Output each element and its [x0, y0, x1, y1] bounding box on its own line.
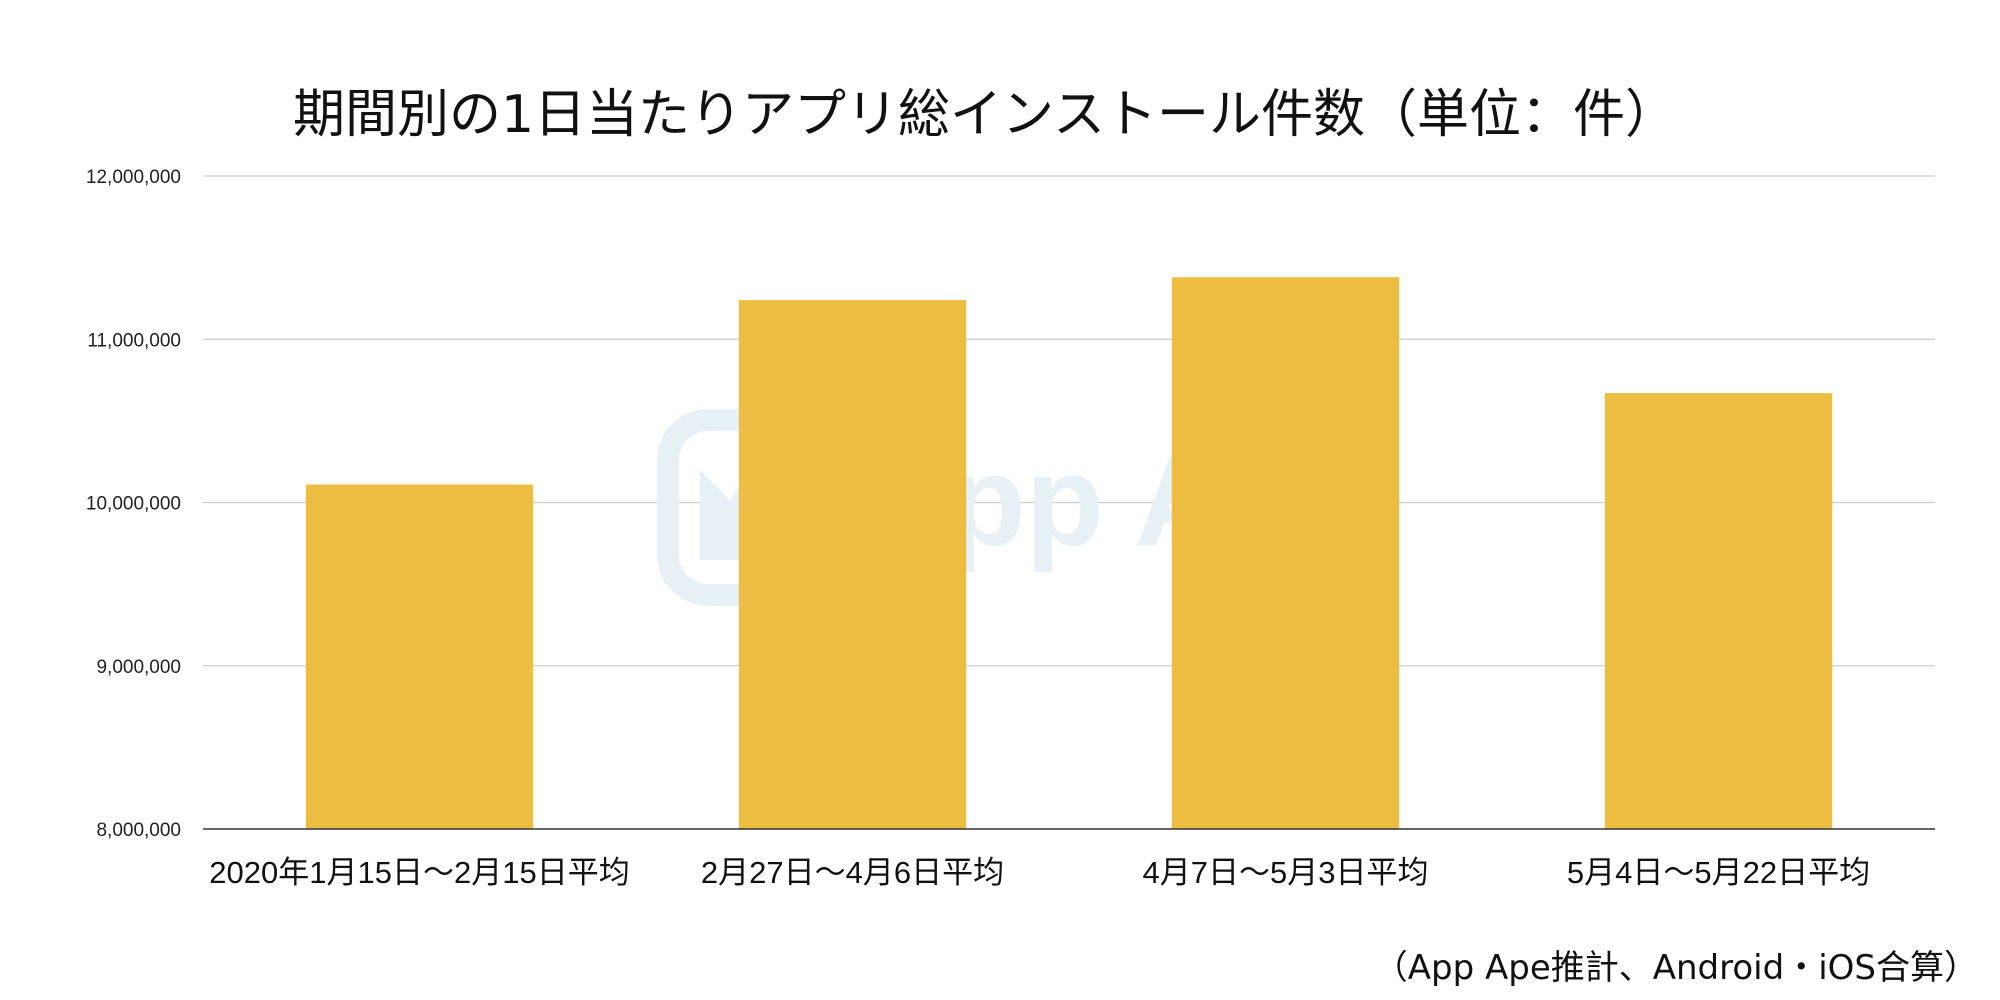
x-tick-label: 5月4日〜5月22日平均 [1567, 855, 1870, 890]
y-tick-label: 8,000,000 [96, 820, 181, 841]
bars [305, 277, 1833, 830]
y-tick-label: 11,000,000 [87, 330, 181, 351]
bar [738, 300, 967, 829]
y-tick-label: 12,000,000 [86, 167, 181, 188]
tick-labels: 8,000,000 9,000,000 10,000,000 11,000,000 12… [86, 167, 1870, 890]
x-tick-label: 2020年1月15日〜2月15日平均 [209, 855, 629, 890]
y-tick-label: 9,000,000 [96, 657, 181, 678]
source-note: （App Ape推計、Android・iOS合算） [1373, 948, 1978, 988]
bar [1604, 393, 1833, 829]
x-tick-label: 2月27日〜4月6日平均 [701, 855, 1004, 890]
chart-title: 期間別の1日当たりアプリ総インストール件数（単位：件） [292, 85, 1678, 145]
x-tick-label: 4月7日〜5月3日平均 [1143, 855, 1429, 890]
y-tick-label: 10,000,000 [86, 494, 181, 515]
bar [1171, 277, 1400, 830]
bar [305, 484, 534, 829]
